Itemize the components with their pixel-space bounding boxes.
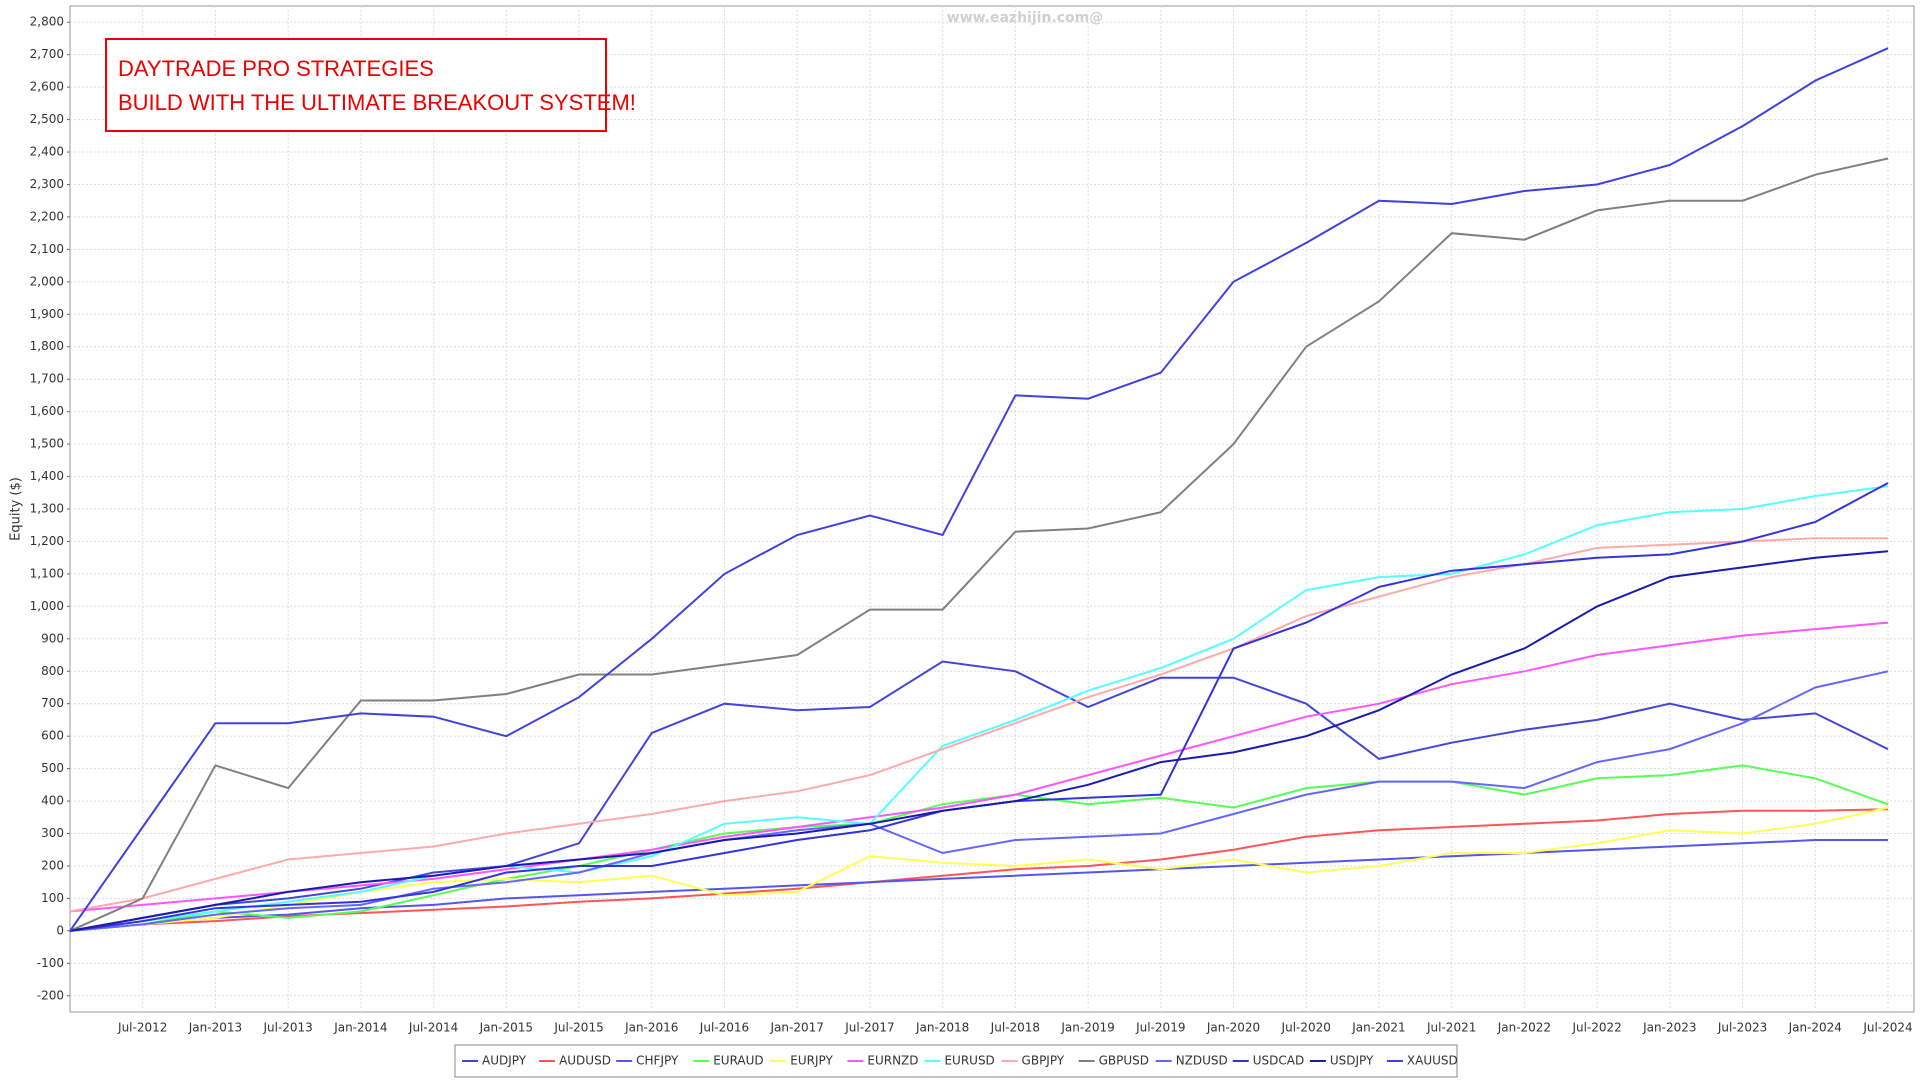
legend-label: GBPUSD: [1099, 1054, 1149, 1068]
x-tick-label: Jul-2023: [1717, 1021, 1767, 1035]
y-tick-label: 1,800: [30, 339, 64, 353]
series-line: [69, 621, 1889, 913]
y-tick-label: 700: [41, 696, 64, 710]
series-line: [69, 670, 1889, 932]
y-tick-label: 1,400: [30, 469, 64, 483]
series-line: [69, 808, 1889, 932]
y-tick-label: 300: [41, 826, 64, 840]
legend-label: GBPJPY: [1022, 1054, 1065, 1068]
y-tick-label: 1,500: [30, 437, 64, 451]
y-tick-label: 800: [41, 664, 64, 678]
y-tick-label: 2,600: [30, 80, 64, 94]
y-tick-label: 2,700: [30, 47, 64, 61]
x-tick-label: Jul-2015: [553, 1021, 603, 1035]
legend-label: XAUUSD: [1407, 1054, 1458, 1068]
x-tick-label: Jul-2019: [1135, 1021, 1185, 1035]
legend-label: EURNZD: [867, 1054, 918, 1068]
y-tick-label: 2,500: [30, 112, 64, 126]
y-tick-label: 400: [41, 794, 64, 808]
x-tick-label: Jan-2017: [770, 1021, 824, 1035]
x-tick-label: Jan-2013: [188, 1021, 242, 1035]
series-line: [69, 764, 1889, 932]
legend-label: EURAUD: [713, 1054, 763, 1068]
legend-label: USDJPY: [1330, 1054, 1374, 1068]
y-tick-label: 1,200: [30, 534, 64, 548]
x-tick-label: Jan-2022: [1497, 1021, 1551, 1035]
y-tick-label: 200: [41, 858, 64, 872]
x-tick-label: Jul-2014: [408, 1021, 458, 1035]
x-tick-label: Jan-2024: [1788, 1021, 1842, 1035]
y-tick-label: 1,300: [30, 502, 64, 516]
x-tick-label: Jul-2012: [117, 1021, 167, 1035]
annotation-line: BUILD WITH THE ULTIMATE BREAKOUT SYSTEM!: [118, 90, 636, 115]
y-tick-label: 2,300: [30, 177, 64, 191]
x-tick-label: Jul-2017: [844, 1021, 894, 1035]
legend-label: EURJPY: [790, 1054, 833, 1068]
series-line: [69, 157, 1889, 932]
x-tick-label: Jan-2023: [1642, 1021, 1696, 1035]
legend-label: CHFJPY: [636, 1054, 679, 1068]
x-tick-label: Jan-2018: [915, 1021, 969, 1035]
y-tick-label: 2,400: [30, 145, 64, 159]
legend-label: AUDJPY: [482, 1054, 527, 1068]
legend-label: AUDUSD: [559, 1054, 611, 1068]
y-tick-label: 2,000: [30, 274, 64, 288]
y-tick-label: 500: [41, 761, 64, 775]
y-tick-label: 2,100: [30, 242, 64, 256]
annotation-box: [105, 38, 607, 132]
x-tick-label: Jan-2021: [1351, 1021, 1405, 1035]
y-tick-label: 100: [41, 891, 64, 905]
x-tick-label: Jul-2013: [262, 1021, 312, 1035]
x-tick-label: Jul-2020: [1281, 1021, 1331, 1035]
x-tick-label: Jul-2021: [1426, 1021, 1476, 1035]
series-line: [69, 550, 1889, 932]
x-tick-label: Jan-2016: [624, 1021, 678, 1035]
x-tick-label: Jul-2018: [990, 1021, 1040, 1035]
legend-label: NZDUSD: [1176, 1054, 1228, 1068]
y-tick-label: -100: [37, 956, 64, 970]
annotation-line: DAYTRADE PRO STRATEGIES: [118, 56, 434, 81]
series-line: [69, 839, 1888, 932]
y-tick-label: 1,000: [30, 599, 64, 613]
watermark: www.eazhijin.com@: [947, 10, 1103, 26]
x-tick-label: Jul-2024: [1862, 1021, 1912, 1035]
y-tick-label: 2,800: [30, 15, 64, 29]
y-tick-label: 1,700: [30, 372, 64, 386]
y-tick-label: 900: [41, 631, 64, 645]
y-tick-label: 0: [56, 923, 64, 937]
legend-label: USDCAD: [1253, 1054, 1304, 1068]
y-tick-label: 1,100: [30, 566, 64, 580]
y-tick-label: -200: [37, 988, 64, 1002]
series-line: [69, 47, 1889, 932]
x-tick-label: Jan-2014: [333, 1021, 387, 1035]
y-axis-label: Equity ($): [9, 477, 24, 541]
x-tick-label: Jul-2022: [1571, 1021, 1621, 1035]
series-line: [69, 485, 1889, 932]
y-tick-label: 2,200: [30, 209, 64, 223]
y-tick-label: 1,600: [30, 404, 64, 418]
y-tick-label: 1,900: [30, 307, 64, 321]
y-tick-label: 600: [41, 729, 64, 743]
x-tick-label: Jul-2016: [699, 1021, 749, 1035]
series-line: [69, 806, 1889, 932]
legend-label: EURUSD: [944, 1054, 994, 1068]
x-tick-label: Jan-2015: [479, 1021, 533, 1035]
x-tick-label: Jan-2020: [1206, 1021, 1260, 1035]
series-line: [69, 660, 1889, 932]
series-line: [69, 537, 1888, 913]
x-tick-label: Jan-2019: [1060, 1021, 1114, 1035]
